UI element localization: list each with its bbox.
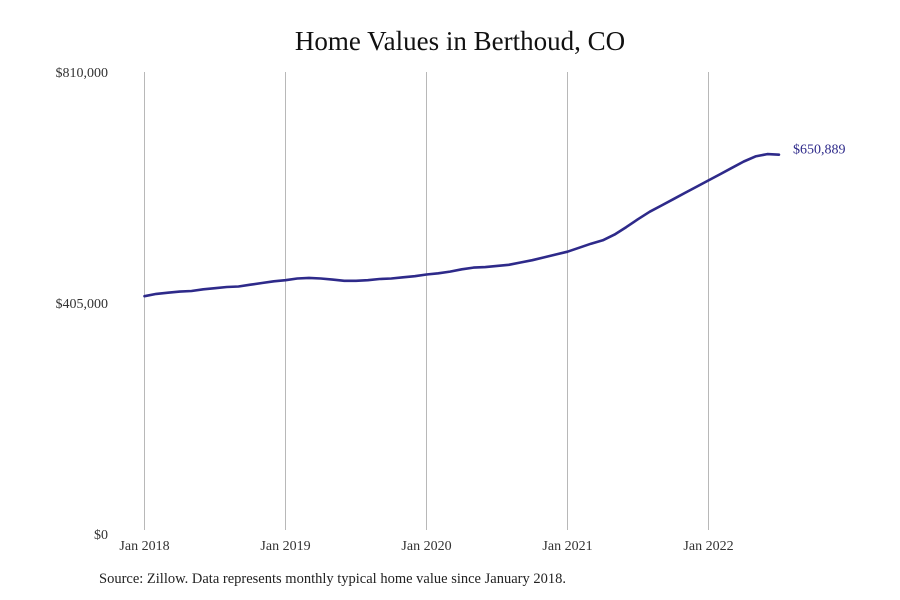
y-tick-label: $0: [94, 528, 108, 543]
y-tick-label: $405,000: [56, 297, 109, 312]
end-value-label: $650,889: [793, 143, 846, 158]
x-tick-label: Jan 2021: [542, 539, 592, 554]
source-note: Source: Zillow. Data represents monthly …: [99, 571, 566, 587]
x-tick-label: Jan 2022: [683, 539, 733, 554]
gridlines: [144, 72, 709, 530]
x-tick-label: Jan 2020: [401, 539, 451, 554]
x-tick-label: Jan 2018: [119, 539, 169, 554]
axis-labels: Jan 2018 Jan 2019 Jan 2020 Jan 2021 Jan 2022…: [56, 66, 846, 554]
home-value-line: [143, 152, 781, 298]
chart-title: Home Values in Berthoud, CO: [294, 26, 626, 56]
series-layer: [143, 152, 781, 298]
x-tick-label: Jan 2019: [260, 539, 310, 554]
y-tick-label: $810,000: [56, 66, 109, 81]
